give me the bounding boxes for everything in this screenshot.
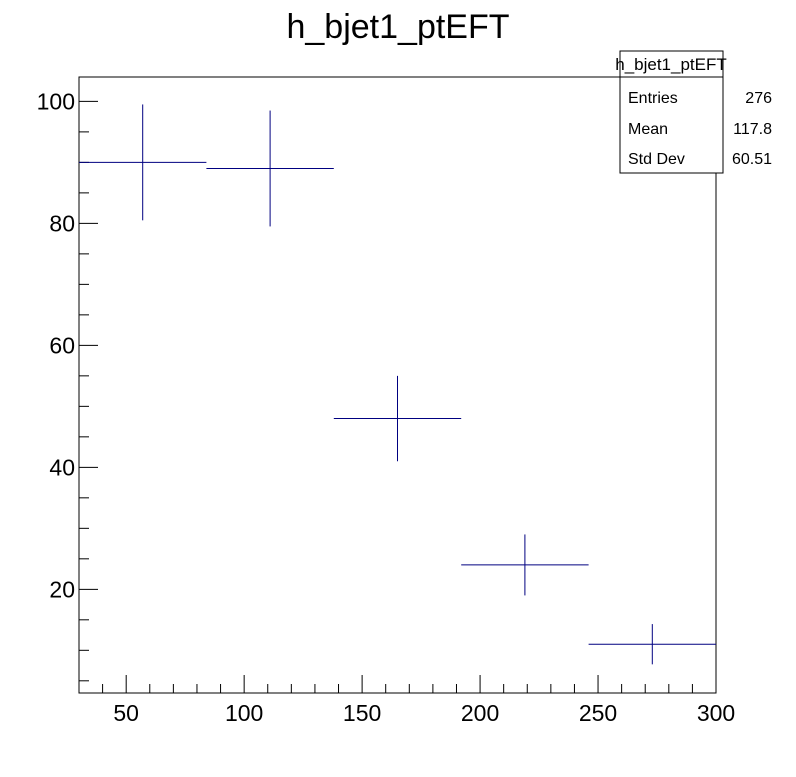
x-tick-label: 100 bbox=[225, 700, 263, 726]
stats-entries-label: Entries bbox=[628, 90, 678, 107]
stats-stddev-label: Std Dev bbox=[628, 151, 685, 168]
data-point bbox=[461, 534, 589, 596]
y-tick-label: 60 bbox=[49, 332, 75, 358]
stats-box: h_bjet1_ptEFT Entries 276 Mean 117.8 Std… bbox=[615, 50, 772, 174]
stats-stddev-value: 60.51 bbox=[732, 151, 772, 168]
x-axis: 50 100 150 200 250 300 bbox=[78, 675, 735, 726]
plot-frame bbox=[78, 76, 717, 694]
data-point bbox=[206, 110, 334, 227]
data-point bbox=[333, 375, 462, 462]
x-tick-label: 150 bbox=[343, 700, 381, 726]
y-tick-label: 20 bbox=[49, 576, 75, 602]
stats-mean-label: Mean bbox=[628, 121, 668, 138]
x-tick-label: 250 bbox=[579, 700, 617, 726]
stats-mean-value: 117.8 bbox=[733, 121, 772, 138]
data-point bbox=[588, 624, 716, 665]
y-tick-label: 80 bbox=[49, 210, 75, 236]
y-tick-label: 40 bbox=[49, 454, 75, 480]
stats-entries-value: 276 bbox=[745, 90, 772, 107]
y-axis: 20 40 60 80 100 bbox=[37, 88, 98, 682]
x-tick-label: 50 bbox=[113, 700, 139, 726]
chart-title: h_bjet1_ptEFT bbox=[286, 8, 509, 46]
stats-box-title: h_bjet1_ptEFT bbox=[615, 55, 727, 74]
x-tick-label: 200 bbox=[461, 700, 499, 726]
data-series bbox=[79, 104, 716, 665]
y-tick-label: 100 bbox=[37, 88, 75, 114]
x-tick-label: 300 bbox=[697, 700, 735, 726]
data-point bbox=[79, 104, 207, 221]
